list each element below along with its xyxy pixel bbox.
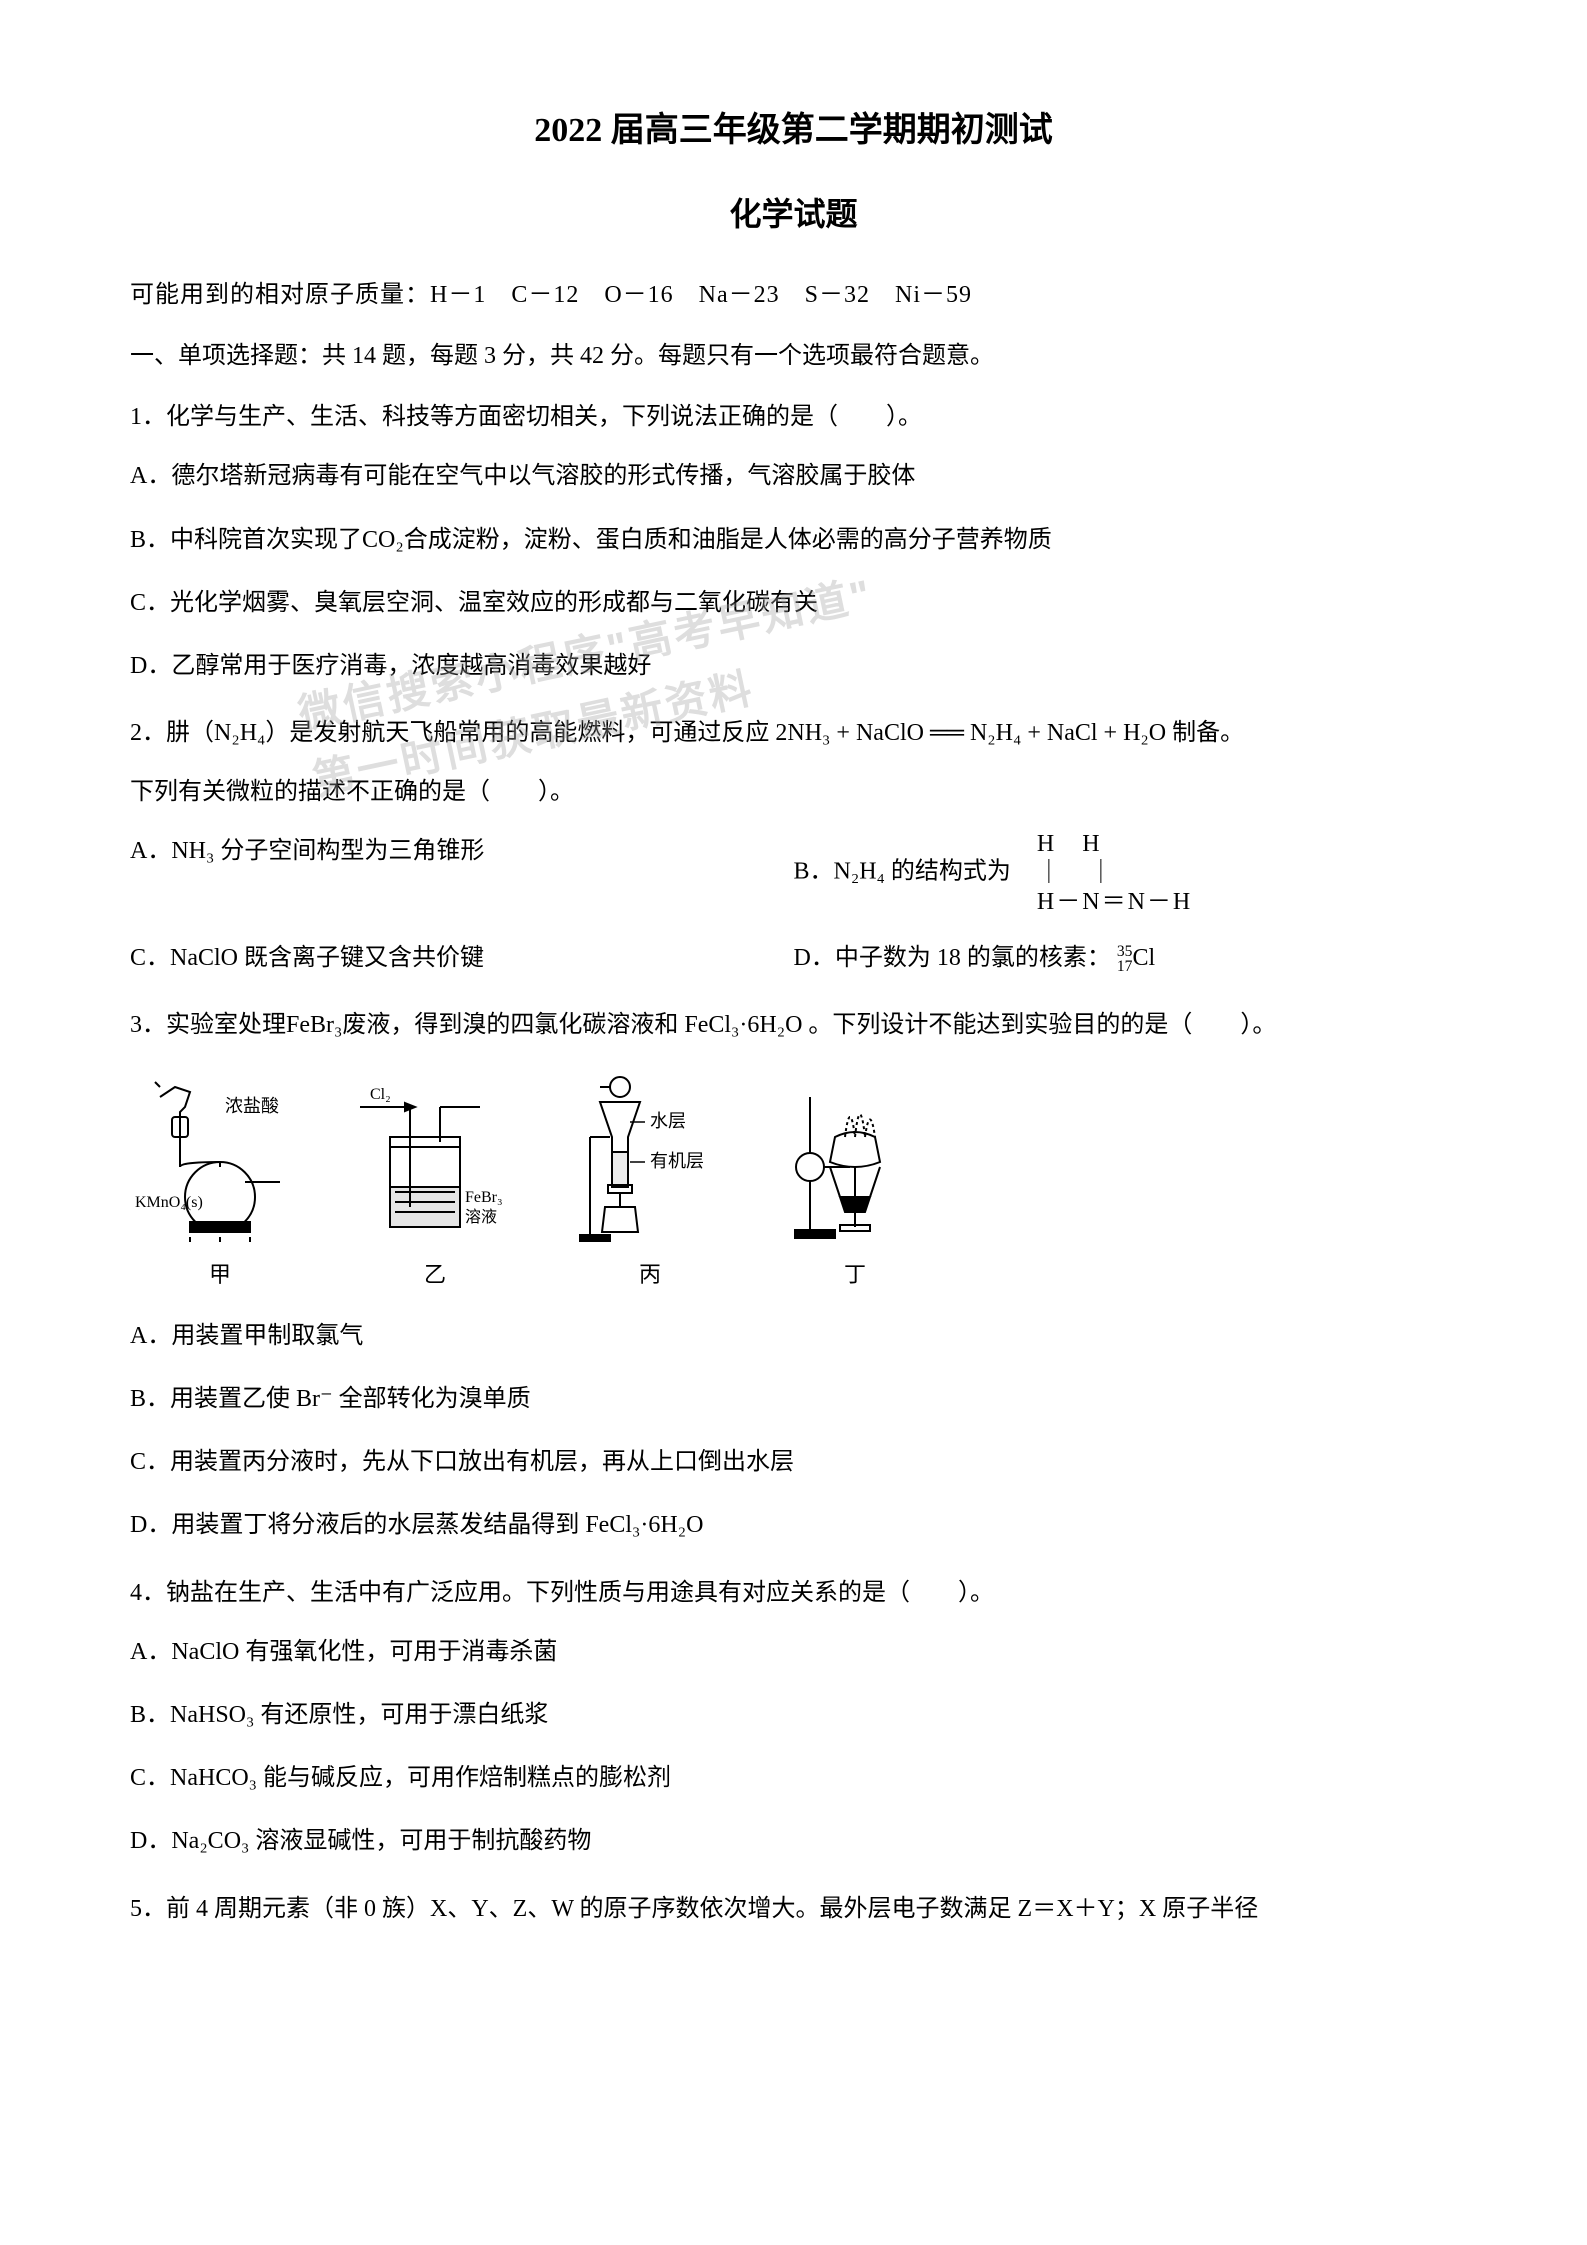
q2-b-prefix: B．N₂H₄ 的结构式为 xyxy=(794,859,1011,885)
apparatus-bing: 水层 有机层 丙 xyxy=(560,1067,740,1295)
q2-option-d: D．中子数为 18 的氯的核素： 35 17 Cl xyxy=(794,937,1458,980)
q4-option-b: B．NaHSO₃ 有还原性，可用于漂白纸浆 xyxy=(130,1694,1457,1737)
q4-stem: 4．钠盐在生产、生活中有广泛应用。下列性质与用途具有对应关系的是（ ）。 xyxy=(130,1572,1457,1615)
q2-option-a: A．NH₃ 分子空间构型为三角锥形 xyxy=(130,830,794,873)
q4-option-a: A．NaClO 有强氧化性，可用于消毒杀菌 xyxy=(130,1631,1457,1674)
apparatus-ding: 丁 xyxy=(780,1067,930,1295)
q1-option-c: C．光化学烟雾、臭氧层空洞、温室效应的形成都与二氧化碳有关 xyxy=(130,582,1457,625)
bing-label-water: 水层 xyxy=(650,1111,686,1131)
apparatus-bing-label: 丙 xyxy=(560,1255,740,1295)
q2-structure-formula: H H ｜ ｜ H－N＝N－H xyxy=(1037,830,1192,916)
page-title: 2022 届高三年级第二学期期初测试 xyxy=(130,100,1457,161)
jia-label-kmno4: KMnO₄(s) xyxy=(135,1194,203,1211)
q4-option-c: C．NaHCO₃ 能与碱反应，可用作焙制糕点的膨松剂 xyxy=(130,1757,1457,1800)
atomic-mass-line: 可能用到的相对原子质量：H－1 C－12 O－16 Na－23 S－32 Ni－… xyxy=(130,274,1457,317)
q2-struct-bot: H－N＝N－H xyxy=(1037,889,1192,915)
q2-option-c: C．NaClO 既含离子键又含共价键 xyxy=(130,937,794,980)
yi-label-solution: 溶液 xyxy=(465,1208,497,1226)
q1-option-a: A．德尔塔新冠病毒有可能在空气中以气溶胶的形式传播，气溶胶属于胶体 xyxy=(130,455,1457,498)
q2-struct-mid: ｜ ｜ xyxy=(1037,860,1115,886)
q3-option-a: A．用装置甲制取氯气 xyxy=(130,1315,1457,1358)
q4-option-d: D．Na₂CO₃ 溶液显碱性，可用于制抗酸药物 xyxy=(130,1820,1457,1863)
q2-isotope-notation: 35 17 xyxy=(1117,944,1133,975)
q2-iso-mass: 35 xyxy=(1117,944,1133,960)
apparatus-jia-svg: 浓盐酸 KMnO₄(s) xyxy=(130,1067,310,1247)
q3-option-d: D．用装置丁将分液后的水层蒸发结晶得到 FeCl₃·6H₂O xyxy=(130,1504,1457,1547)
question-5: 5．前 4 周期元素（非 0 族）X、Y、Z、W 的原子序数依次增大。最外层电子… xyxy=(130,1888,1457,1931)
apparatus-yi-svg: Cl₂ FeBr₃ 溶液 xyxy=(350,1067,520,1247)
q2-d-prefix: D．中子数为 18 的氯的核素： xyxy=(794,945,1111,971)
question-2: 2．肼（N₂H₄）是发射航天飞船常用的高能燃料，可通过反应 2NH₃ + NaC… xyxy=(130,712,1457,980)
q3-option-b: B．用装置乙使 Br⁻ 全部转化为溴单质 xyxy=(130,1378,1457,1421)
apparatus-jia-label: 甲 xyxy=(130,1255,310,1295)
q1-option-d: D．乙醇常用于医疗消毒，浓度越高消毒效果越好 xyxy=(130,645,1457,688)
q1-stem: 1．化学与生产、生活、科技等方面密切相关，下列说法正确的是（ ）。 xyxy=(130,396,1457,439)
apparatus-jia: 浓盐酸 KMnO₄(s) 甲 xyxy=(130,1067,310,1295)
q5-stem: 5．前 4 周期元素（非 0 族）X、Y、Z、W 的原子序数依次增大。最外层电子… xyxy=(130,1888,1457,1931)
apparatus-row: 浓盐酸 KMnO₄(s) 甲 xyxy=(130,1067,1457,1295)
apparatus-yi-label: 乙 xyxy=(350,1255,520,1295)
jia-label-hcl: 浓盐酸 xyxy=(225,1096,279,1116)
q2-iso-z: 17 xyxy=(1117,959,1133,975)
q3-option-c: C．用装置丙分液时，先从下口放出有机层，再从上口倒出水层 xyxy=(130,1441,1457,1484)
q1-option-b: B．中科院首次实现了CO₂合成淀粉，淀粉、蛋白质和油脂是人体必需的高分子营养物质 xyxy=(130,519,1457,562)
question-1: 1．化学与生产、生活、科技等方面密切相关，下列说法正确的是（ ）。 A．德尔塔新… xyxy=(130,396,1457,688)
q2-stem: 2．肼（N₂H₄）是发射航天飞船常用的高能燃料，可通过反应 2NH₃ + NaC… xyxy=(130,712,1457,755)
q2-stem-line2: 下列有关微粒的描述不正确的是（ ）。 xyxy=(130,771,1457,814)
apparatus-ding-svg xyxy=(780,1067,930,1247)
bing-label-organic: 有机层 xyxy=(650,1151,704,1171)
yi-label-cl2: Cl₂ xyxy=(370,1086,391,1103)
q2-option-b: B．N₂H₄ 的结构式为 H H ｜ ｜ H－N＝N－H xyxy=(794,830,1458,916)
q2-struct-top: H H xyxy=(1037,831,1102,857)
section-1-header: 一、单项选择题：共 14 题，每题 3 分，共 42 分。每题只有一个选项最符合… xyxy=(130,335,1457,378)
page-subtitle: 化学试题 xyxy=(130,186,1457,244)
apparatus-ding-label: 丁 xyxy=(780,1255,930,1295)
apparatus-bing-svg: 水层 有机层 xyxy=(560,1067,740,1247)
q3-stem: 3．实验室处理FeBr₃废液，得到溴的四氯化碳溶液和 FeCl₃·6H₂O 。下… xyxy=(130,1004,1457,1047)
yi-label-febr3: FeBr₃ xyxy=(465,1189,503,1206)
question-4: 4．钠盐在生产、生活中有广泛应用。下列性质与用途具有对应关系的是（ ）。 A．N… xyxy=(130,1572,1457,1864)
apparatus-yi: Cl₂ FeBr₃ 溶液 乙 xyxy=(350,1067,520,1295)
q2-iso-element: Cl xyxy=(1132,945,1155,971)
question-3: 3．实验室处理FeBr₃废液，得到溴的四氯化碳溶液和 FeCl₃·6H₂O 。下… xyxy=(130,1004,1457,1548)
